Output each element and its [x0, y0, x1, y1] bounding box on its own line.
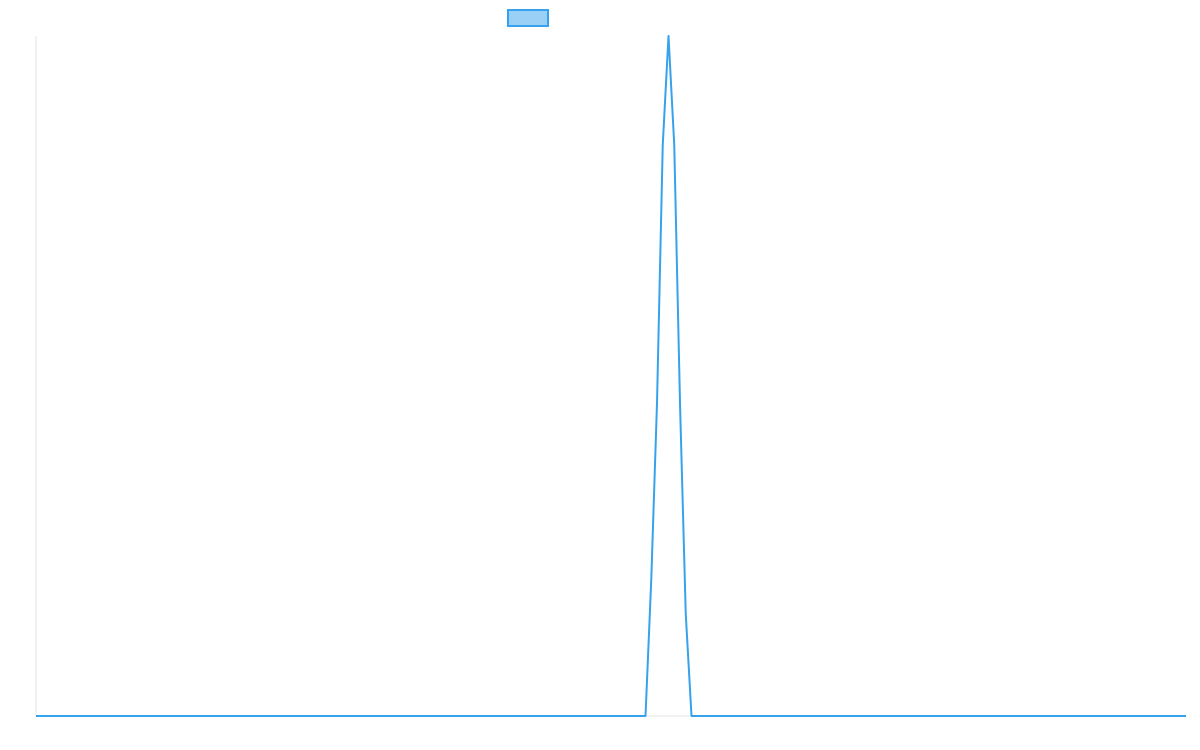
data-line — [36, 35, 1186, 717]
legend-swatch — [507, 9, 549, 27]
